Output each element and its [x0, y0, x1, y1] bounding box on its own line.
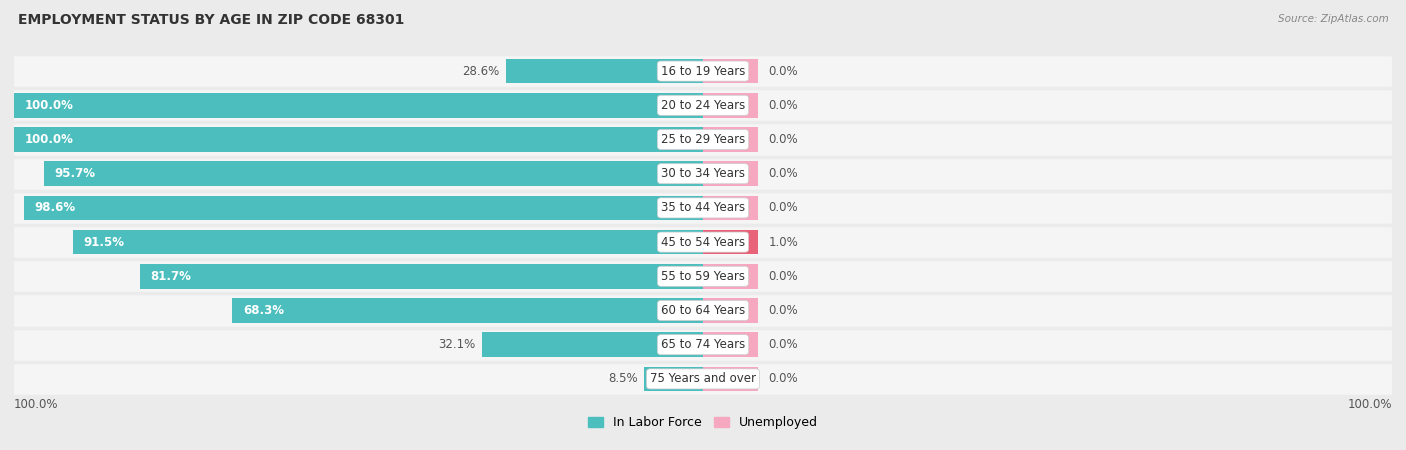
- Text: 0.0%: 0.0%: [769, 65, 799, 77]
- Bar: [703, 333, 758, 357]
- FancyBboxPatch shape: [14, 328, 1392, 362]
- Bar: [644, 367, 703, 391]
- Text: 0.0%: 0.0%: [769, 373, 799, 385]
- Text: 95.7%: 95.7%: [53, 167, 96, 180]
- Text: 0.0%: 0.0%: [769, 99, 799, 112]
- Bar: [14, 93, 703, 117]
- Bar: [482, 333, 703, 357]
- Text: EMPLOYMENT STATUS BY AGE IN ZIP CODE 68301: EMPLOYMENT STATUS BY AGE IN ZIP CODE 683…: [18, 14, 405, 27]
- Text: 0.0%: 0.0%: [769, 202, 799, 214]
- FancyBboxPatch shape: [14, 157, 1392, 191]
- Bar: [703, 59, 758, 83]
- Text: 30 to 34 Years: 30 to 34 Years: [661, 167, 745, 180]
- Text: 100.0%: 100.0%: [1347, 398, 1392, 411]
- Text: 45 to 54 Years: 45 to 54 Years: [661, 236, 745, 248]
- Text: 100.0%: 100.0%: [24, 133, 73, 146]
- Text: 0.0%: 0.0%: [769, 133, 799, 146]
- Bar: [506, 59, 703, 83]
- Text: 91.5%: 91.5%: [83, 236, 124, 248]
- Text: 25 to 29 Years: 25 to 29 Years: [661, 133, 745, 146]
- Text: 0.0%: 0.0%: [769, 338, 799, 351]
- Bar: [703, 127, 758, 152]
- FancyBboxPatch shape: [14, 122, 1392, 157]
- Text: 0.0%: 0.0%: [769, 304, 799, 317]
- Text: 100.0%: 100.0%: [24, 99, 73, 112]
- Bar: [703, 230, 758, 254]
- Text: 100.0%: 100.0%: [14, 398, 59, 411]
- Bar: [703, 264, 758, 288]
- Bar: [73, 230, 703, 254]
- FancyBboxPatch shape: [14, 225, 1392, 259]
- Bar: [703, 298, 758, 323]
- Bar: [703, 196, 758, 220]
- Bar: [703, 93, 758, 117]
- FancyBboxPatch shape: [14, 362, 1392, 396]
- Text: 55 to 59 Years: 55 to 59 Years: [661, 270, 745, 283]
- Legend: In Labor Force, Unemployed: In Labor Force, Unemployed: [583, 411, 823, 434]
- Text: 28.6%: 28.6%: [461, 65, 499, 77]
- Bar: [703, 162, 758, 186]
- Bar: [44, 162, 703, 186]
- Text: 16 to 19 Years: 16 to 19 Years: [661, 65, 745, 77]
- Text: 1.0%: 1.0%: [769, 236, 799, 248]
- Text: 8.5%: 8.5%: [607, 373, 637, 385]
- FancyBboxPatch shape: [14, 191, 1392, 225]
- Bar: [232, 298, 703, 323]
- Bar: [703, 367, 758, 391]
- Bar: [14, 127, 703, 152]
- Bar: [141, 264, 703, 288]
- Text: 32.1%: 32.1%: [437, 338, 475, 351]
- Text: 0.0%: 0.0%: [769, 270, 799, 283]
- Text: 68.3%: 68.3%: [243, 304, 284, 317]
- Bar: [24, 196, 703, 220]
- Text: 0.0%: 0.0%: [769, 167, 799, 180]
- FancyBboxPatch shape: [14, 54, 1392, 88]
- Text: 35 to 44 Years: 35 to 44 Years: [661, 202, 745, 214]
- Text: 65 to 74 Years: 65 to 74 Years: [661, 338, 745, 351]
- Text: 60 to 64 Years: 60 to 64 Years: [661, 304, 745, 317]
- FancyBboxPatch shape: [14, 293, 1392, 328]
- FancyBboxPatch shape: [14, 88, 1392, 122]
- Text: 98.6%: 98.6%: [34, 202, 75, 214]
- Text: 75 Years and over: 75 Years and over: [650, 373, 756, 385]
- Text: 81.7%: 81.7%: [150, 270, 191, 283]
- Text: Source: ZipAtlas.com: Source: ZipAtlas.com: [1278, 14, 1389, 23]
- Text: 20 to 24 Years: 20 to 24 Years: [661, 99, 745, 112]
- FancyBboxPatch shape: [14, 259, 1392, 293]
